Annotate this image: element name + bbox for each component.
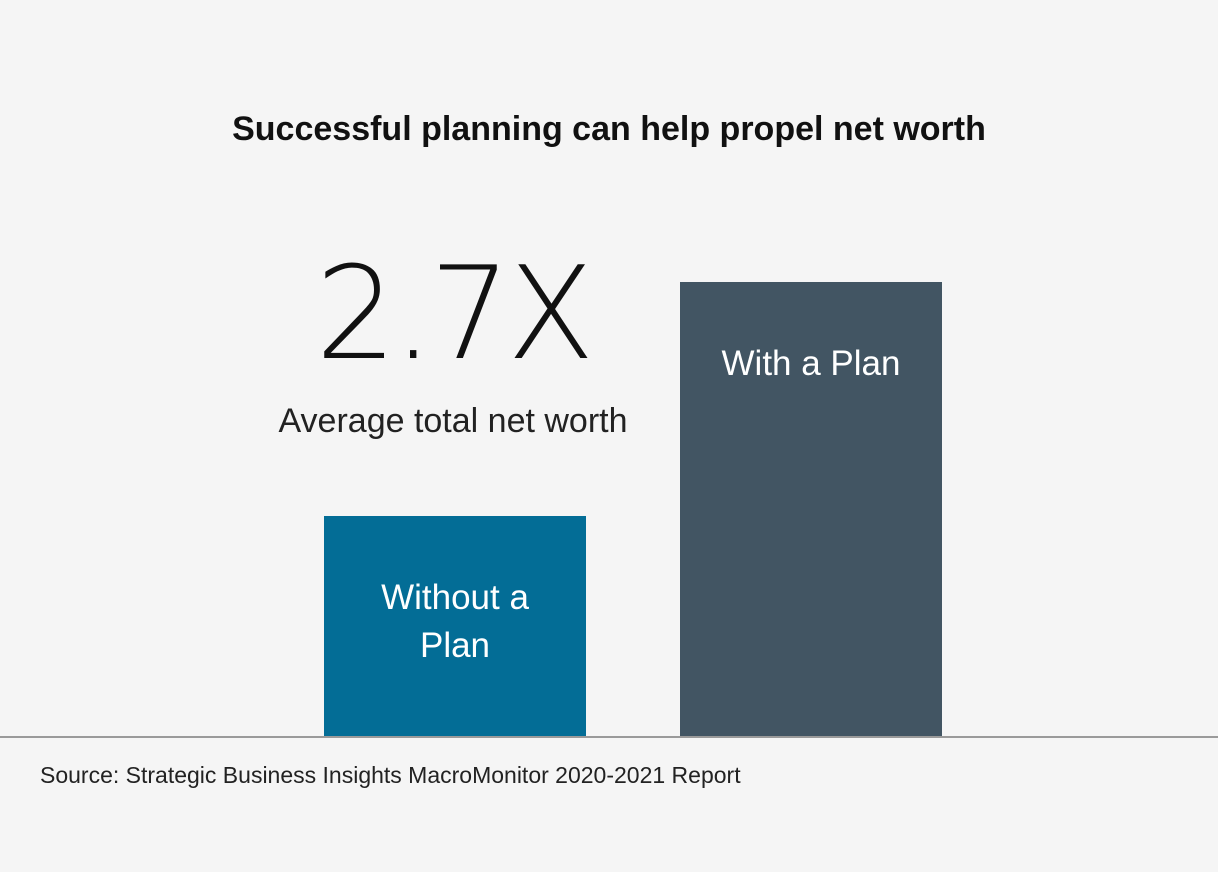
annotation-text: Average total net worth	[278, 402, 628, 440]
bar: Without a Plan	[324, 516, 586, 737]
source-note: Source: Strategic Business Insights Macr…	[40, 762, 741, 788]
bar-label: With a Plan	[721, 344, 901, 383]
bar-label: Without a Plan	[381, 578, 529, 666]
baseline	[0, 736, 1218, 738]
chart-title: Successful planning can help propel net …	[232, 110, 986, 148]
annotation-value: 2.7X	[315, 240, 594, 389]
bar: With a Plan	[680, 282, 942, 737]
